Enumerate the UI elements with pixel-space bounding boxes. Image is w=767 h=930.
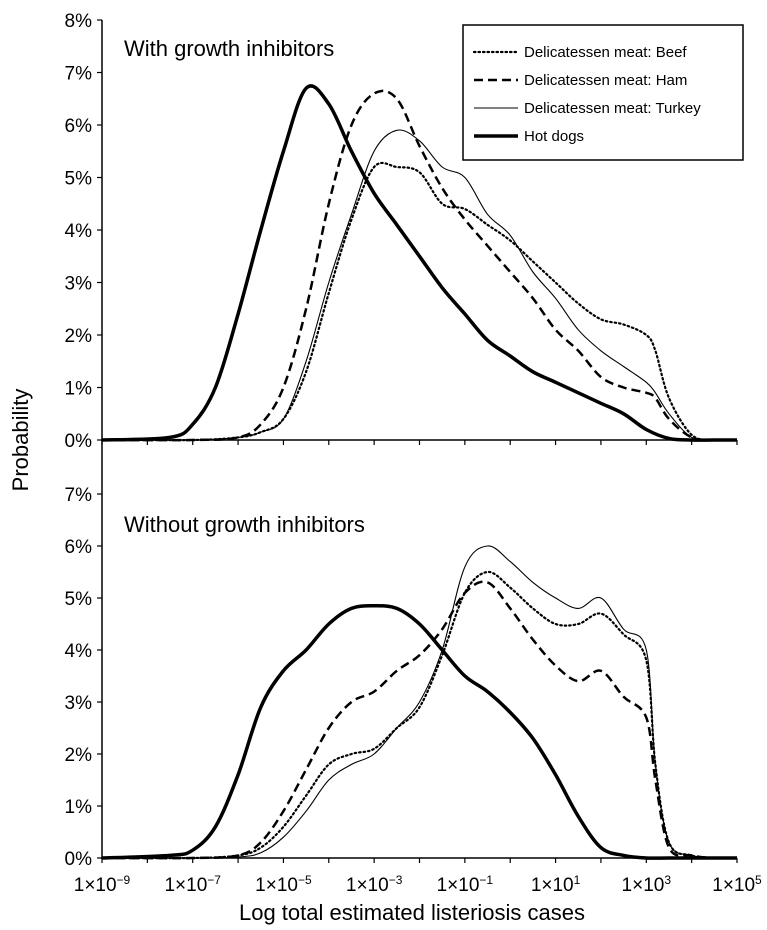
y-tick-label-top: 5%	[65, 169, 93, 190]
series-line-dotted	[100, 570, 739, 860]
y-tick-label-top: 4%	[65, 221, 93, 242]
series-line-thin	[101, 129, 738, 441]
y-tick-label-bottom: 4%	[65, 641, 93, 662]
series-line-thin	[101, 545, 738, 859]
x-tick-label: 1×10−1	[437, 873, 494, 896]
x-tick-label: 1×103	[622, 873, 672, 896]
y-tick-label-top: 7%	[65, 64, 93, 85]
y-tick-label-top: 2%	[65, 326, 93, 347]
y-tick-label-bottom: 2%	[65, 745, 93, 766]
x-axis-title: Log total estimated listeriosis cases	[239, 900, 585, 925]
y-axis-title: Probability	[8, 389, 33, 492]
x-tick-label: 1×10−5	[255, 873, 312, 896]
y-tick-label-top: 0%	[65, 431, 93, 452]
y-tick-label-bottom: 3%	[65, 693, 93, 714]
y-tick-label-bottom: 6%	[65, 537, 93, 558]
legend-label: Delicatessen meat: Turkey	[524, 100, 701, 117]
series-line-thick	[101, 84, 737, 442]
x-tick-label: 1×101	[531, 873, 581, 896]
series-line-dashed	[101, 580, 738, 860]
axes: 0% 1% 2% 3% 4% 5% 6% 7% 8% 0% 1% 2% 3% 4% 5% 6% 7% 1×10−9…	[65, 11, 763, 896]
series-line-dashed	[101, 89, 738, 442]
x-tick-label: 1×10−7	[164, 873, 221, 896]
legend-label: Delicatessen meat: Beef	[524, 44, 687, 61]
legend: Delicatessen meat: Beef Delicatessen meat…	[462, 24, 744, 161]
series-line-thick	[101, 604, 737, 860]
legend-label: Delicatessen meat: Ham	[524, 72, 687, 89]
series-top	[100, 84, 739, 442]
y-tick-label-top: 1%	[65, 379, 93, 400]
x-tick-label: 1×10−9	[74, 873, 131, 896]
y-tick-label-top: 3%	[65, 274, 93, 295]
y-tick-label-bottom: 5%	[65, 589, 93, 610]
y-tick-label-bottom: 0%	[65, 849, 93, 870]
series-line-dotted	[100, 161, 739, 442]
y-tick-label-top: 8%	[65, 11, 93, 32]
y-tick-label-bottom: 1%	[65, 797, 93, 818]
y-tick-label-top: 6%	[65, 116, 93, 137]
y-tick-label-bottom: 7%	[65, 485, 93, 506]
legend-label: Hot dogs	[524, 128, 584, 145]
panel-title-bottom: Without growth inhibitors	[124, 512, 365, 537]
series-bottom	[100, 545, 739, 860]
x-tick-label: 1×105	[712, 873, 762, 896]
x-tick-label: 1×10−3	[346, 873, 403, 896]
panel-title-top: With growth inhibitors	[124, 36, 334, 61]
